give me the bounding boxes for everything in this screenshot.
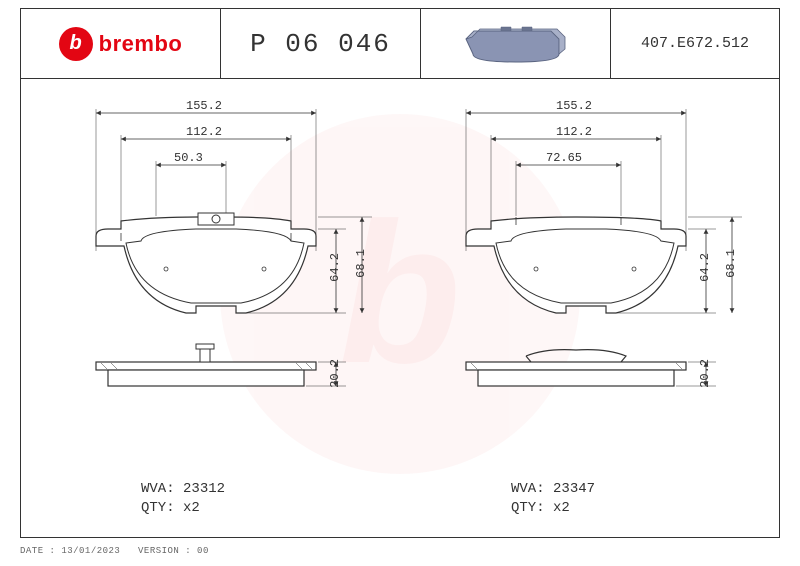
brand-name: brembo: [99, 31, 183, 57]
dim-width-mid-r: 112.2: [556, 125, 592, 139]
dim-width-mid-l: 112.2: [186, 125, 222, 139]
qty-value-l: x2: [183, 500, 200, 516]
doc-code-cell: 407.E672.512: [611, 9, 779, 78]
footer-version: 00: [197, 546, 209, 556]
logo-cell: b brembo: [21, 9, 221, 78]
qty-label-l: QTY:: [141, 499, 175, 519]
dim-height-inner-l: 64.2: [328, 253, 342, 282]
dim-height-outer-l: 68.1: [354, 249, 368, 278]
dim-width-outer-r: 155.2: [556, 99, 592, 113]
title-block: b brembo P 06 046 407.E672.512: [21, 9, 779, 79]
pad-left-svg: [86, 101, 396, 481]
wva-value-r: 23347: [553, 481, 595, 497]
brake-pad-render: [456, 19, 576, 69]
dim-width-inner-r: 72.65: [546, 151, 582, 165]
doc-code: 407.E672.512: [641, 35, 749, 52]
part-number-cell: P 06 046: [221, 9, 421, 78]
pad-right-svg: [456, 101, 766, 481]
qty-label-r: QTY:: [511, 499, 545, 519]
dim-thickness-l: 20.2: [328, 359, 342, 388]
footer: DATE : 13/01/2023 VERSION : 00: [20, 546, 209, 556]
info-block-right: WVA: 23347 QTY: x2: [511, 480, 595, 519]
brembo-logo: b brembo: [59, 27, 183, 61]
dim-width-inner-l: 50.3: [174, 151, 203, 165]
dim-height-outer-r: 68.1: [724, 249, 738, 278]
brembo-disc-icon: b: [59, 27, 93, 61]
dim-width-outer-l: 155.2: [186, 99, 222, 113]
product-render-cell: [421, 9, 611, 78]
dim-height-inner-r: 64.2: [698, 253, 712, 282]
drawing-area: b: [21, 79, 779, 537]
footer-date: 13/01/2023: [61, 546, 120, 556]
wva-label-l: WVA:: [141, 480, 175, 500]
wva-label-r: WVA:: [511, 480, 545, 500]
wva-value-l: 23312: [183, 481, 225, 497]
footer-date-label: DATE :: [20, 546, 55, 556]
part-number: P 06 046: [250, 29, 391, 59]
dim-thickness-r: 20.2: [698, 359, 712, 388]
info-block-left: WVA: 23312 QTY: x2: [141, 480, 225, 519]
drawing-sheet: b brembo P 06 046 407.E672.512 b: [20, 8, 780, 538]
qty-value-r: x2: [553, 500, 570, 516]
footer-version-label: VERSION :: [138, 546, 191, 556]
